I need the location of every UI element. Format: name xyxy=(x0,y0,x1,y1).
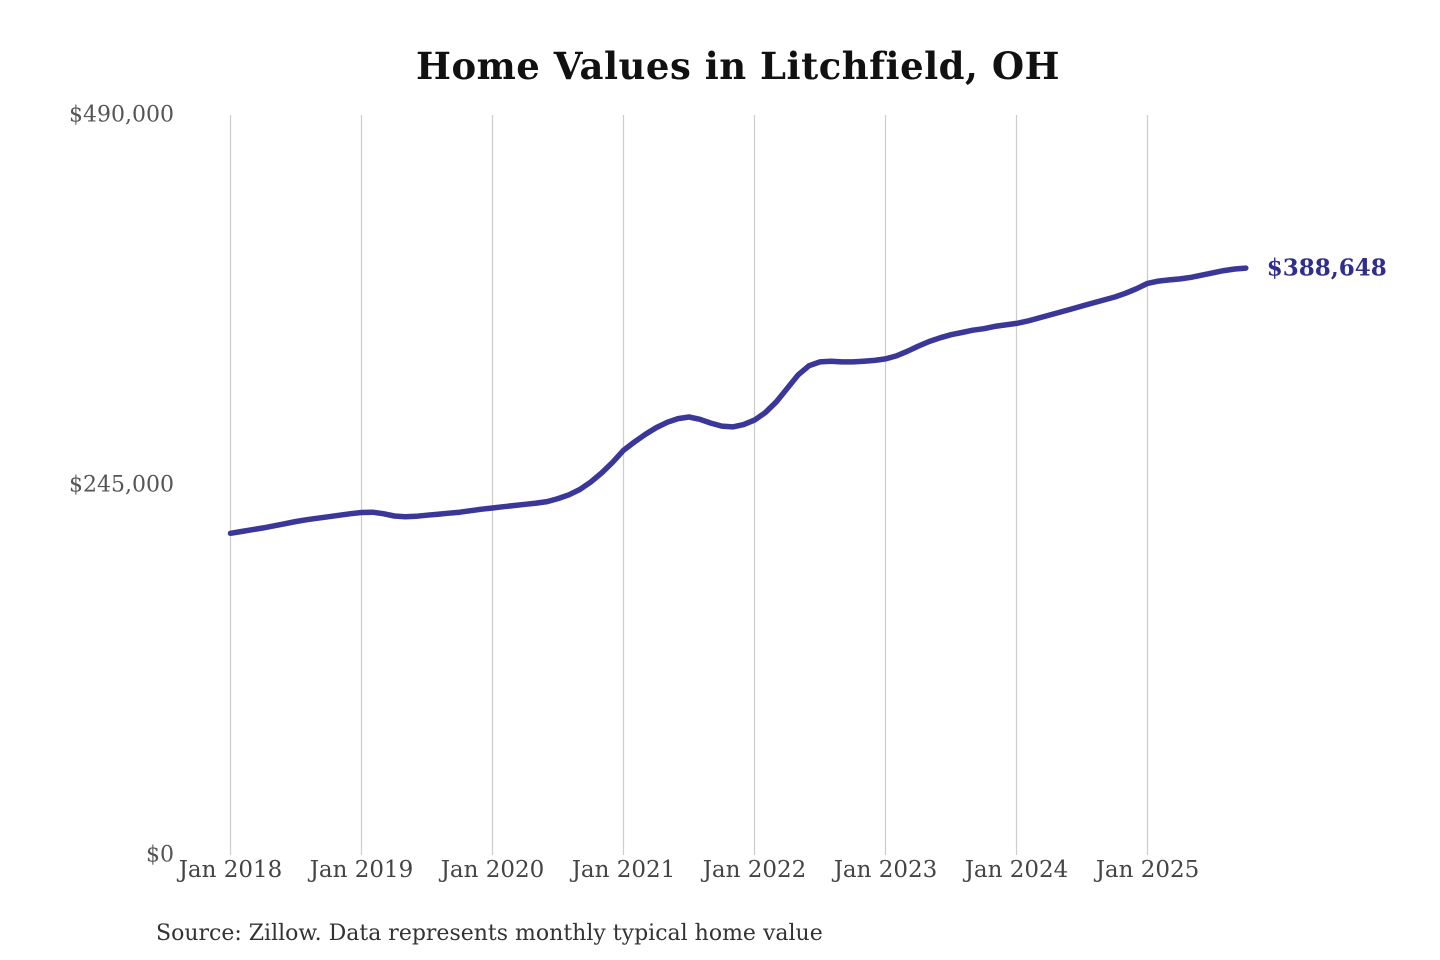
x-tick-label: Jan 2020 xyxy=(440,857,545,883)
x-tick-label: Jan 2024 xyxy=(964,857,1069,883)
x-tick-label: Jan 2021 xyxy=(571,857,676,883)
x-tick-label: Jan 2022 xyxy=(702,857,807,883)
x-tick-label: Jan 2019 xyxy=(309,857,414,883)
y-tick-label: $245,000 xyxy=(69,472,174,498)
chart-title: Home Values in Litchfield, OH xyxy=(415,44,1061,88)
gridlines xyxy=(229,115,1149,855)
x-tick-label: Jan 2025 xyxy=(1095,857,1200,883)
x-tick-label: Jan 2018 xyxy=(178,857,283,883)
y-tick-label: $490,000 xyxy=(69,102,174,128)
source-note: Source: Zillow. Data represents monthly … xyxy=(156,921,823,946)
x-tick-label: Jan 2023 xyxy=(833,857,938,883)
latest-value-label: $388,648 xyxy=(1266,254,1387,282)
home-value-line xyxy=(227,265,1249,537)
y-tick-label: $0 xyxy=(146,842,174,868)
